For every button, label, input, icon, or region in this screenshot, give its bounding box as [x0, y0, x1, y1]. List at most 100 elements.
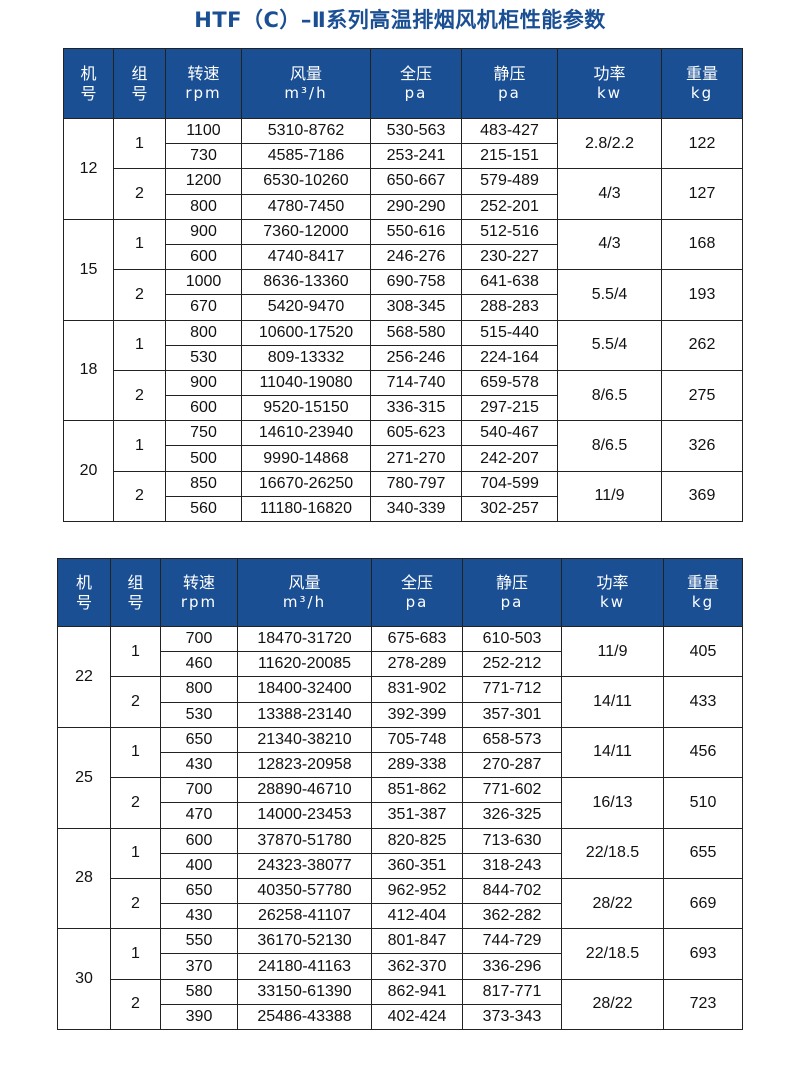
header-speed: 转速 rpm	[160, 558, 238, 627]
power-cell: 16/13	[561, 777, 664, 829]
airflow-cell: 5420-9470	[241, 294, 371, 321]
header-label: 功率	[593, 64, 626, 84]
weight-cell: 669	[663, 877, 743, 930]
power-cell: 14/11	[561, 676, 664, 728]
static-pressure-cell: 771-602	[462, 777, 562, 804]
power-cell: 4/3	[557, 168, 662, 220]
static-pressure-cell: 540-467	[461, 420, 558, 447]
airflow-cell: 9990-14868	[241, 445, 371, 472]
header-unit: 号	[75, 592, 92, 612]
static-pressure-cell: 704-599	[461, 470, 558, 497]
power-cell: 22/18.5	[561, 928, 664, 980]
airflow-cell: 14610-23940	[241, 420, 371, 447]
static-pressure-cell: 252-201	[461, 193, 558, 220]
group-no-cell: 1	[113, 420, 166, 472]
header-unit: pa	[404, 84, 428, 103]
airflow-cell: 4740-8417	[241, 243, 371, 271]
airflow-cell: 18470-31720	[237, 625, 372, 653]
header-label: 风量	[289, 64, 322, 84]
airflow-cell: 33150-61390	[237, 978, 372, 1005]
table-row: 2 650 40350-57780 962-952 844-702 28/22 669	[58, 877, 743, 930]
header-label: 转速	[182, 573, 215, 593]
header-unit: 号	[80, 83, 97, 103]
airflow-cell: 11620-20085	[237, 651, 372, 678]
header-label: 静压	[493, 64, 526, 84]
airflow-cell: 9520-15150	[241, 395, 371, 422]
speed-cell: 800	[165, 193, 242, 220]
speed-cell: 800	[160, 676, 238, 703]
group-no-cell: 2	[110, 877, 161, 930]
table-row: 2 1200 6530-10260 650-667 579-489 4/3 127	[64, 168, 743, 220]
airflow-cell: 28890-46710	[237, 777, 372, 804]
header-unit: kg	[691, 593, 715, 612]
page-title: HTF（C）–Ⅱ系列高温排烟风机柜性能参数	[194, 8, 606, 32]
header-unit: rpm	[185, 84, 222, 103]
header-label: 转速	[187, 64, 220, 84]
group-no-cell: 1	[113, 218, 166, 271]
static-pressure-cell: 242-207	[461, 445, 558, 472]
static-pressure-cell: 288-283	[461, 294, 558, 321]
table-row: 600 9520-15150 336-315 297-215	[64, 395, 743, 422]
machine-no-cell: 18	[63, 319, 114, 422]
airflow-cell: 37870-51780	[237, 827, 372, 854]
static-pressure-cell: 224-164	[461, 344, 558, 371]
table-row: 20 1 750 14610-23940 605-623 540-467 8/6.5 326	[63, 420, 743, 522]
header-label: 全压	[400, 573, 433, 593]
static-pressure-cell: 817-771	[462, 978, 562, 1005]
weight-cell: 326	[661, 420, 743, 472]
power-cell: 8/6.5	[557, 369, 662, 422]
static-pressure-cell: 326-325	[462, 802, 562, 829]
header-unit: m³/h	[284, 84, 328, 103]
power-cell: 2.8/2.2	[557, 117, 662, 170]
speed-cell: 600	[165, 243, 242, 271]
header-label: 全压	[399, 64, 432, 84]
total-pressure-cell: 705-748	[371, 726, 463, 753]
header-group-no: 组号	[110, 558, 161, 627]
speed-cell: 1200	[165, 168, 242, 195]
speed-cell: 750	[165, 420, 242, 447]
airflow-cell: 14000-23453	[237, 802, 372, 829]
power-cell: 8/6.5	[557, 420, 662, 472]
total-pressure-cell: 550-616	[370, 218, 462, 245]
table-row: 430 26258-41107 412-404 362-282	[58, 903, 743, 930]
airflow-cell: 24180-41163	[237, 953, 372, 980]
table-row: 22 1 700 18470-31720 675-683 610-503 11/9 405	[57, 625, 743, 728]
airflow-cell: 11040-19080	[241, 369, 371, 397]
machine-no-cell: 30	[57, 928, 111, 1030]
static-pressure-cell: 844-702	[462, 877, 562, 905]
speed-cell: 530	[160, 701, 238, 728]
speed-cell: 700	[160, 625, 238, 653]
header-airflow: 风量 m³/h	[241, 48, 371, 119]
header-group-no: 组号	[113, 48, 166, 119]
power-cell: 28/22	[561, 978, 664, 1031]
total-pressure-cell: 530-563	[370, 117, 462, 145]
header-label: 静压	[495, 573, 528, 593]
table-row: 390 25486-43388 402-424 373-343	[58, 1003, 743, 1031]
table-row: 28 1 600 37870-51780 820-825 713-630 22/18.5 65…	[57, 827, 743, 930]
airflow-cell: 6530-10260	[241, 168, 371, 195]
speed-cell: 430	[160, 751, 238, 779]
airflow-cell: 4780-7450	[241, 193, 371, 220]
speed-cell: 370	[160, 953, 238, 980]
total-pressure-cell: 392-399	[371, 701, 463, 728]
speed-cell: 730	[165, 143, 242, 170]
table-row: 370 24180-41163 362-370 336-296	[58, 953, 743, 980]
total-pressure-cell: 253-241	[370, 143, 462, 170]
airflow-cell: 36170-52130	[237, 928, 372, 955]
airflow-cell: 25486-43388	[237, 1003, 372, 1031]
speed-cell: 390	[160, 1003, 238, 1031]
weight-cell: 369	[661, 470, 743, 523]
table-row: 530 809-13332 256-246 224-164	[64, 344, 743, 371]
total-pressure-cell: 256-246	[370, 344, 462, 371]
airflow-cell: 7360-12000	[241, 218, 371, 245]
weight-cell: 168	[661, 218, 743, 271]
header-unit: kg	[690, 84, 714, 103]
speed-cell: 470	[160, 802, 238, 829]
total-pressure-cell: 278-289	[371, 651, 463, 678]
static-pressure-cell: 362-282	[462, 903, 562, 930]
table-row: 12 1 1100 5310-8762 530-563 483-427 2.8/2.2 122	[63, 117, 743, 220]
weight-cell: 433	[663, 676, 743, 728]
header-unit: m³/h	[282, 593, 327, 612]
weight-cell: 405	[663, 625, 743, 678]
weight-cell: 127	[661, 168, 743, 220]
